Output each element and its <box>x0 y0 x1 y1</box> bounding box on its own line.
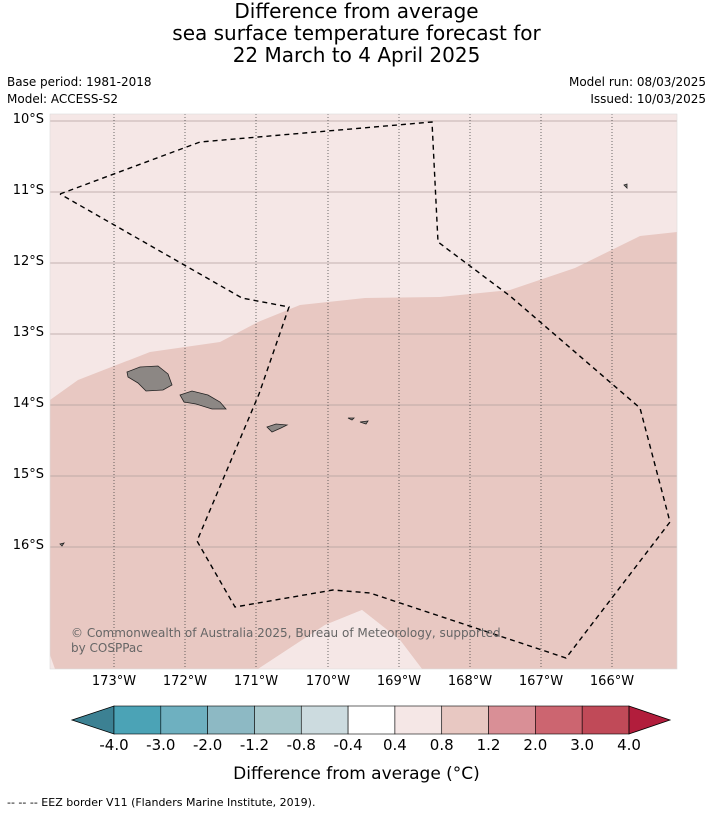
colorbar-tick-label: -3.0 <box>146 736 176 754</box>
colorbar-tick-label: 3.0 <box>570 736 595 754</box>
colorbar-tick-label: -0.4 <box>333 736 363 754</box>
land <box>59 183 628 547</box>
lon-gridlines <box>113 114 613 669</box>
colorbar-extend-high <box>628 705 672 735</box>
eez-border-samoa <box>59 121 671 659</box>
lon-label-173w: 173°W <box>91 674 137 689</box>
lon-label-168w: 168°W <box>447 674 493 689</box>
lat-label-11s: 11°S <box>12 183 44 198</box>
region-light-pocket <box>258 610 422 669</box>
colorbar-tick-label: 2.0 <box>523 736 548 754</box>
island-upolu <box>179 390 227 410</box>
meta-left: Base period: 1981-2018 Model: ACCESS-S2 <box>7 74 152 108</box>
lat-label-12s: 12°S <box>12 254 44 269</box>
lon-label-169w: 169°W <box>376 674 422 689</box>
colorbar-segment <box>207 705 255 735</box>
eez-borders <box>59 121 671 659</box>
lat-label-16s: 16°S <box>12 538 44 553</box>
island-ofu <box>347 417 355 421</box>
colorbar-segments <box>70 705 672 735</box>
colorbar-segment <box>300 705 349 735</box>
colorbar-segment <box>535 705 583 735</box>
sst-map <box>49 113 678 670</box>
lat-label-10s: 10°S <box>12 112 44 127</box>
colorbar-segment <box>441 705 489 735</box>
islet-swains <box>623 183 628 189</box>
island-savaii <box>126 365 173 392</box>
title-line-1: Difference from average <box>234 0 479 23</box>
colorbar-tick-label: 1.2 <box>476 736 501 754</box>
colorbar-title: Difference from average (°C) <box>233 764 480 784</box>
lon-label-172w: 172°W <box>162 674 208 689</box>
colorbar-segment <box>394 705 443 735</box>
copyright-line-1: © Commonwealth of Australia 2025, Bureau… <box>71 626 501 640</box>
island-tau <box>359 420 369 425</box>
copyright-notice: © Commonwealth of Australia 2025, Bureau… <box>71 626 501 656</box>
title-line-2: sea surface temperature forecast for <box>172 21 541 45</box>
colorbar-tick-label: -2.0 <box>192 736 223 754</box>
title-line-3: 22 March to 4 April 2025 <box>232 43 481 67</box>
lon-label-167w: 167°W <box>518 674 564 689</box>
lat-label-14s: 14°S <box>12 396 44 411</box>
lon-label-166w: 166°W <box>589 674 635 689</box>
lon-label-170w: 170°W <box>305 674 351 689</box>
lat-label-15s: 15°S <box>12 467 44 482</box>
colorbar-tick-label: 4.0 <box>617 736 641 754</box>
colorbar-tick-label: -4.0 <box>99 736 129 754</box>
copyright-line-2: by COSPPac <box>71 641 143 655</box>
map-title: Difference from average sea surface temp… <box>0 0 713 66</box>
island-tutuila <box>266 423 289 433</box>
region-warm <box>50 232 677 669</box>
lat-label-13s: 13°S <box>12 325 44 340</box>
colorbar-tick-label: -0.8 <box>286 736 316 754</box>
eez-footnote: -- -- -- EEZ border V11 (Flanders Marine… <box>7 796 316 809</box>
model-name: Model: ACCESS-S2 <box>7 92 119 106</box>
colorbar-extend-low <box>70 705 115 735</box>
map-frame <box>49 113 678 670</box>
colorbar-segment <box>581 705 630 735</box>
lat-gridlines <box>50 120 677 548</box>
issued-date: Issued: 10/03/2025 <box>590 92 706 106</box>
base-period: Base period: 1981-2018 <box>7 75 152 89</box>
colorbar-segment <box>347 705 396 735</box>
colorbar-segment <box>113 705 162 735</box>
model-run: Model run: 08/03/2025 <box>568 75 706 89</box>
islet-west <box>59 542 65 547</box>
colorbar-segment <box>254 705 302 735</box>
colorbar-segment <box>160 705 208 735</box>
colorbar <box>70 705 672 735</box>
meta-right: Model run: 08/03/2025 Issued: 10/03/2025 <box>569 74 706 108</box>
colorbar-tick-label: 0.8 <box>429 736 454 754</box>
colorbar-tick-label: 0.4 <box>382 736 407 754</box>
lon-label-171w: 171°W <box>233 674 279 689</box>
colorbar-segment <box>488 705 536 735</box>
colorbar-tick-label: -1.2 <box>239 736 270 754</box>
